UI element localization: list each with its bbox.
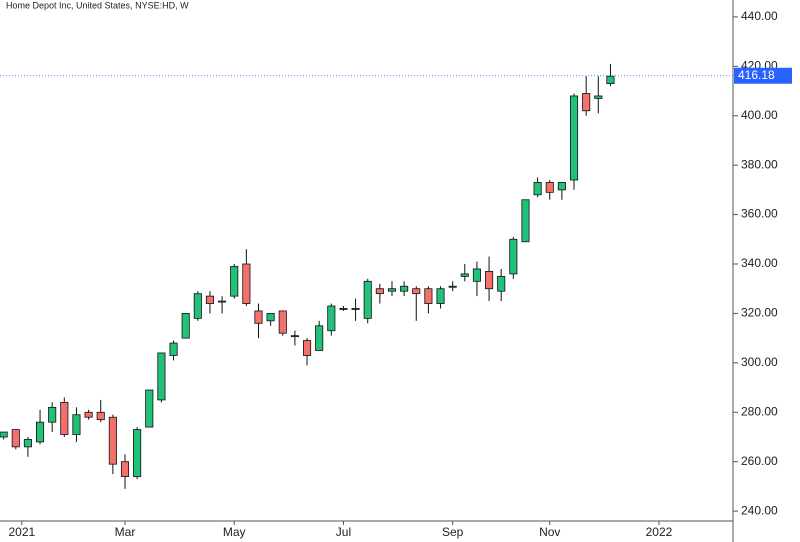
- candle-body: [375, 288, 384, 295]
- candle-body: [436, 288, 445, 304]
- y-tick-label: 440.00: [741, 9, 778, 23]
- candle-body: [108, 416, 117, 465]
- candle-body: [302, 340, 312, 356]
- candle-body: [472, 268, 481, 282]
- y-tick-label: 300.00: [741, 355, 778, 369]
- candle-body: [569, 95, 579, 181]
- candle-body: [424, 288, 433, 304]
- candle-body: [339, 308, 348, 310]
- candle-body: [290, 335, 299, 338]
- candle-body: [218, 300, 227, 303]
- candle-body: [351, 308, 360, 310]
- candle-body: [387, 288, 397, 292]
- candle-body: [157, 352, 166, 401]
- candle-body: [193, 293, 202, 319]
- candle-body: [23, 439, 32, 448]
- x-tick-label: Mar: [115, 525, 136, 539]
- y-tick-label: 280.00: [741, 404, 778, 418]
- y-tick-label: 360.00: [741, 207, 778, 221]
- x-tick-label: 2021: [8, 525, 35, 539]
- candle-body: [521, 199, 530, 243]
- candle-body: [412, 288, 421, 295]
- candle-body: [606, 75, 615, 85]
- candle-body: [72, 414, 81, 435]
- candle-body: [96, 411, 105, 421]
- candle-body: [242, 263, 251, 304]
- y-tick-label: 260.00: [741, 454, 778, 468]
- x-tick-label: 2022: [646, 525, 673, 539]
- candle-body: [497, 275, 506, 292]
- candle-body: [278, 310, 287, 334]
- candle-body: [0, 431, 8, 438]
- last-price-label: 416.18: [738, 68, 775, 82]
- candle-body: [400, 285, 409, 292]
- chart-title: Home Depot Inc, United States, NYSE:HD, …: [6, 0, 189, 10]
- candle-body: [169, 342, 178, 356]
- candle-body: [545, 182, 554, 193]
- candle-body: [315, 325, 324, 351]
- candle-body: [582, 93, 591, 112]
- candle-body: [181, 313, 190, 339]
- candle-body: [84, 411, 93, 418]
- candle-body: [327, 305, 336, 332]
- y-tick-label: 340.00: [741, 256, 778, 270]
- candle-body: [133, 429, 142, 477]
- candle-body: [485, 271, 494, 290]
- candle-body: [460, 273, 469, 277]
- y-tick-label: 380.00: [741, 157, 778, 171]
- candle-body: [205, 295, 214, 304]
- candle-body: [11, 429, 20, 448]
- x-tick-label: May: [223, 525, 246, 539]
- candle-body: [594, 95, 603, 99]
- x-tick-label: Jul: [336, 525, 351, 539]
- y-tick-label: 400.00: [741, 108, 778, 122]
- last-price-box: [734, 67, 792, 84]
- candle-body: [145, 389, 154, 428]
- candle-body: [533, 182, 542, 196]
- candle-body: [509, 238, 518, 275]
- x-tick-label: Sep: [442, 525, 464, 539]
- candle-body: [363, 280, 372, 319]
- candle-body: [557, 182, 566, 191]
- candle-body: [48, 406, 57, 423]
- candle-body: [448, 285, 457, 288]
- candle-body: [254, 310, 263, 324]
- x-tick-label: Nov: [539, 525, 560, 539]
- candle-body: [266, 313, 275, 322]
- candle-body: [230, 266, 239, 297]
- candle-body: [36, 421, 45, 443]
- candle-body: [120, 461, 130, 477]
- y-tick-label: 240.00: [741, 503, 778, 517]
- y-tick-label: 320.00: [741, 306, 778, 320]
- candle-body: [60, 401, 69, 435]
